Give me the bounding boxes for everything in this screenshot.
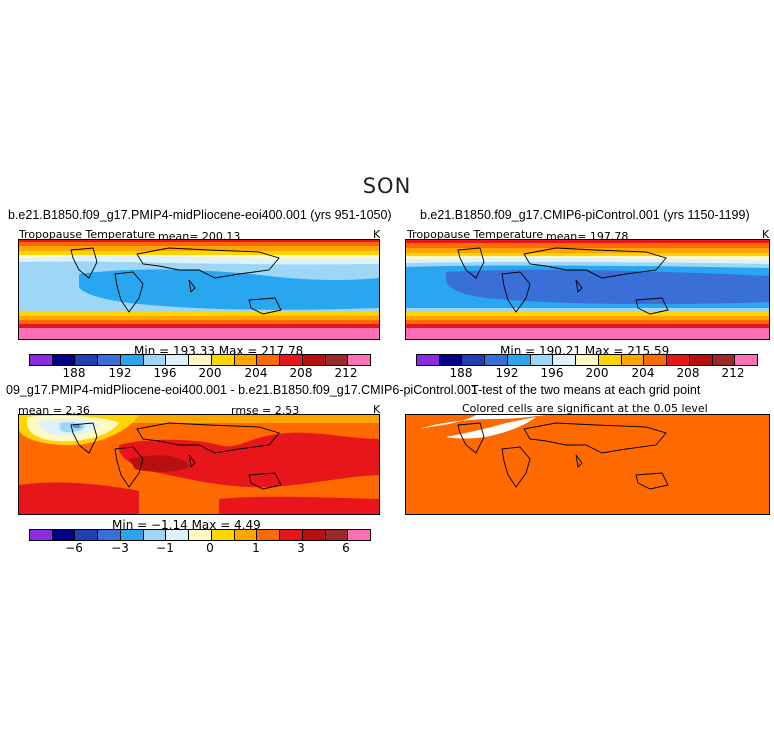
panel3-field	[19, 415, 379, 514]
panel2-units: K	[762, 228, 770, 241]
panel3-tick: −3	[111, 541, 129, 555]
panel1-tick: 196	[153, 366, 177, 380]
panel1-tick: 208	[289, 366, 313, 380]
panel2-tick: 188	[449, 366, 473, 380]
panel2-colorbar-ticks: 188 192 196 200 204 208 212	[416, 366, 756, 380]
panel1-map	[18, 239, 380, 340]
panel3-colorbar	[29, 529, 371, 541]
panel1-tick: 188	[62, 366, 86, 380]
panel2-variable-label: Tropopause Temperature	[407, 228, 544, 241]
panel1-tick: 212	[334, 366, 358, 380]
panel3-rmse: rmse = 2.53	[231, 404, 300, 417]
panel2-tick: 208	[676, 366, 700, 380]
season-title: SON	[362, 174, 412, 198]
panel2-title: b.e21.B1850.f09_g17.CMIP6-piControl.001 …	[420, 208, 750, 222]
panel1-tick: 200	[198, 366, 222, 380]
panel3-title: 09_g17.PMIP4-midPliocene-eoi400.001 - b.…	[6, 383, 478, 397]
panel2-tick: 192	[495, 366, 519, 380]
panel1-variable-label: Tropopause Temperature	[19, 228, 156, 241]
panel3-tick: 1	[252, 541, 260, 555]
panel2-map	[405, 239, 770, 340]
panel4-title: T-test of the two means at each grid poi…	[471, 383, 701, 397]
panel1-tick: 204	[244, 366, 268, 380]
panel3-tick: 3	[297, 541, 305, 555]
panel2-colorbar	[416, 354, 758, 366]
panel3-mean: mean = 2.36	[18, 404, 90, 417]
panel1-tick: 192	[108, 366, 132, 380]
panel3-map	[18, 414, 380, 515]
panel1-field	[19, 240, 379, 339]
panel1-colorbar	[29, 354, 371, 366]
panel2-tick: 200	[585, 366, 609, 380]
panel3-tick: 0	[206, 541, 214, 555]
panel4-subtitle: Colored cells are significant at the 0.0…	[462, 402, 708, 415]
panel3-tick: −1	[156, 541, 174, 555]
panel2-tick: 212	[721, 366, 745, 380]
panel1-units: K	[373, 228, 381, 241]
panel3-units: K	[373, 403, 381, 416]
panel4-field	[406, 415, 769, 514]
panel3-tick: −6	[65, 541, 83, 555]
panel4-map	[405, 414, 770, 515]
panel2-tick: 204	[631, 366, 655, 380]
panel3-tick: 6	[342, 541, 350, 555]
panel1-colorbar-ticks: 188 192 196 200 204 208 212	[29, 366, 369, 380]
panel2-tick: 196	[540, 366, 564, 380]
panel1-title: b.e21.B1850.f09_g17.PMIP4-midPliocene-eo…	[8, 208, 392, 222]
panel2-field	[406, 240, 769, 339]
panel3-colorbar-ticks: −6 −3 −1 0 1 3 6	[29, 541, 369, 555]
panel3-minmax: Min = −1.14 Max = 4.49	[112, 518, 261, 532]
